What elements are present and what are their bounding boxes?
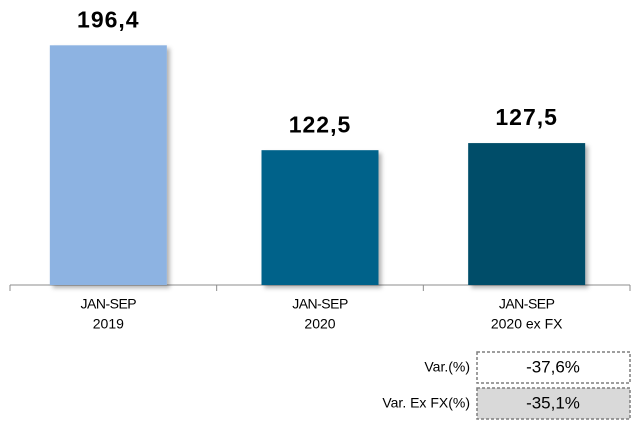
bar [468,143,586,285]
x-tick-label: 2019 [93,316,124,332]
x-tick-label: JAN-SEP [499,296,555,312]
variation-label: Var.(%) [424,359,470,375]
data-label: 122,5 [289,111,352,137]
variation-label: Var. Ex FX(%) [382,395,470,411]
x-tick-label: JAN-SEP [81,296,137,312]
data-label: 127,5 [495,104,558,130]
bar [49,45,167,285]
variation-value: -37,6% [526,357,580,376]
data-label: 196,4 [77,6,140,32]
variation-value: -35,1% [526,393,580,412]
x-tick-label: 2020 [304,316,335,332]
bar [261,150,379,285]
x-tick-label: 2020 ex FX [491,316,563,332]
variation-box [476,387,631,420]
x-tick-label: JAN-SEP [292,296,348,312]
variation-box [476,351,631,384]
